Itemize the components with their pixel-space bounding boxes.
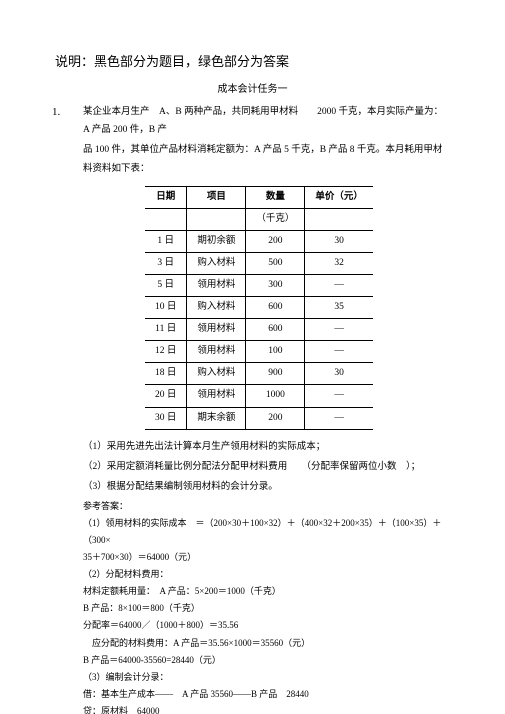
subtitle: 成本会计任务一 bbox=[55, 81, 450, 99]
ans-2e: B 产品＝64000-35560=28440（元） bbox=[55, 652, 450, 669]
sub-q1: （1）采用先进先出法计算本月生产领用材料的实际成本； bbox=[55, 438, 450, 456]
question-1-line-b: 品 100 件，其单位产品材料消耗定额为：A 产品 5 千克，B 产品 8 千克… bbox=[55, 141, 450, 177]
unit-cell: （千克） bbox=[246, 208, 305, 230]
ans-2: （2）分配材料费用： bbox=[55, 566, 450, 583]
table-row: 1 日期初余额20030 bbox=[145, 230, 373, 252]
table-row: 5 日领用材料300— bbox=[145, 274, 373, 296]
ans-2a: 材料定额耗用量： A 产品：5×200＝1000（千克） bbox=[55, 583, 450, 600]
table-row: 12 日领用材料100— bbox=[145, 341, 373, 363]
col-price: 单价（元） bbox=[305, 186, 373, 208]
table-row: 20 日领用材料1000— bbox=[145, 385, 373, 407]
ans-3: （3）编制会计分录： bbox=[55, 669, 450, 686]
table-row: 30 日期末余额200— bbox=[145, 407, 373, 429]
sub-q2: （2）采用定额消耗量比例分配法分配甲材料费用 （分配率保留两位小数 ）； bbox=[55, 458, 450, 476]
page: 说明：黑色部分为题目，绿色部分为答案 成本会计任务一 1. 某企业本月生产 A、… bbox=[0, 0, 505, 714]
col-date: 日期 bbox=[145, 186, 187, 208]
table-row: 18 日购入材料90030 bbox=[145, 363, 373, 385]
sub-q3: （3）根据分配结果编制领用材料的会计分录。 bbox=[55, 478, 450, 496]
ans-1a: （1）领用材料的实际成本 ＝（200×30＋100×32）＋（400×32＋20… bbox=[55, 515, 450, 549]
material-table: 日期 项目 数量 单价（元） （千克） 1 日期初余额20030 3 日购入材料… bbox=[145, 186, 373, 430]
question-1-line-a: 某企业本月生产 A、B 两种产品，共同耗用甲材料 2000 千克，本月实际产量为… bbox=[55, 103, 450, 139]
col-item: 项目 bbox=[187, 186, 246, 208]
ans-2d: 应分配的材料费用：A 产品＝35.56×1000＝35560（元） bbox=[55, 635, 450, 652]
ans-2b: B 产品：8×100＝800（千克） bbox=[55, 600, 450, 617]
unit-row: （千克） bbox=[145, 208, 373, 230]
instruction-header: 说明：黑色部分为题目，绿色部分为答案 bbox=[55, 50, 450, 73]
ans-3b: 贷：原材料 64000 bbox=[55, 703, 450, 714]
ans-3a: 借：基本生产成本—— A 产品 35560——B 产品 28440 bbox=[55, 686, 450, 703]
question-1-number: 1. bbox=[52, 103, 60, 123]
answer-key: 参考答案： bbox=[55, 498, 450, 515]
ans-2c: 分配率＝64000／（1000＋800）＝35.56 bbox=[55, 617, 450, 634]
table-row: 11 日领用材料600— bbox=[145, 319, 373, 341]
table-header-row: 日期 项目 数量 单价（元） bbox=[145, 186, 373, 208]
col-qty: 数量 bbox=[246, 186, 305, 208]
table-row: 3 日购入材料50032 bbox=[145, 252, 373, 274]
table-row: 10 日购入材料60035 bbox=[145, 297, 373, 319]
ans-1b: 35＋700×30）＝64000（元） bbox=[55, 549, 450, 566]
